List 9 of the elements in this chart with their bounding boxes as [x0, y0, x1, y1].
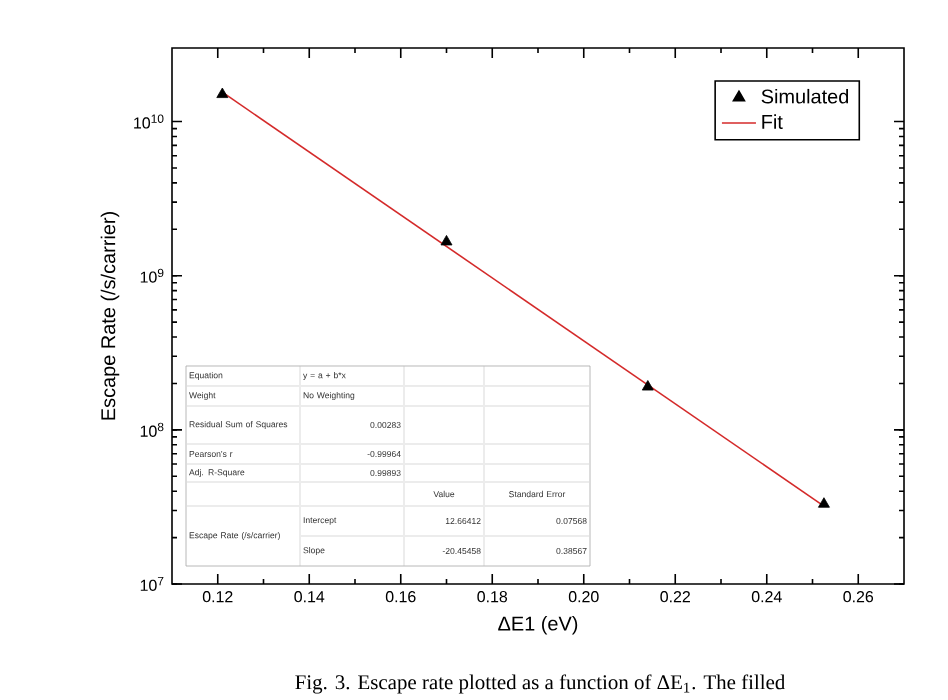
point [440, 234, 453, 246]
point [216, 87, 229, 98]
caption: Fig. 3. Escape rate plotted as a function of ΔE$_{1}$. The filled [295, 674, 786, 694]
point [818, 497, 830, 508]
legend-label: Simulated [761, 88, 849, 104]
legend-label: Fit [762, 114, 783, 129]
point [641, 380, 654, 391]
x-axis-title: ΔE1 (eV) [498, 615, 578, 635]
y-axis-title: Escape Rate (/s/carrier) [100, 212, 120, 420]
